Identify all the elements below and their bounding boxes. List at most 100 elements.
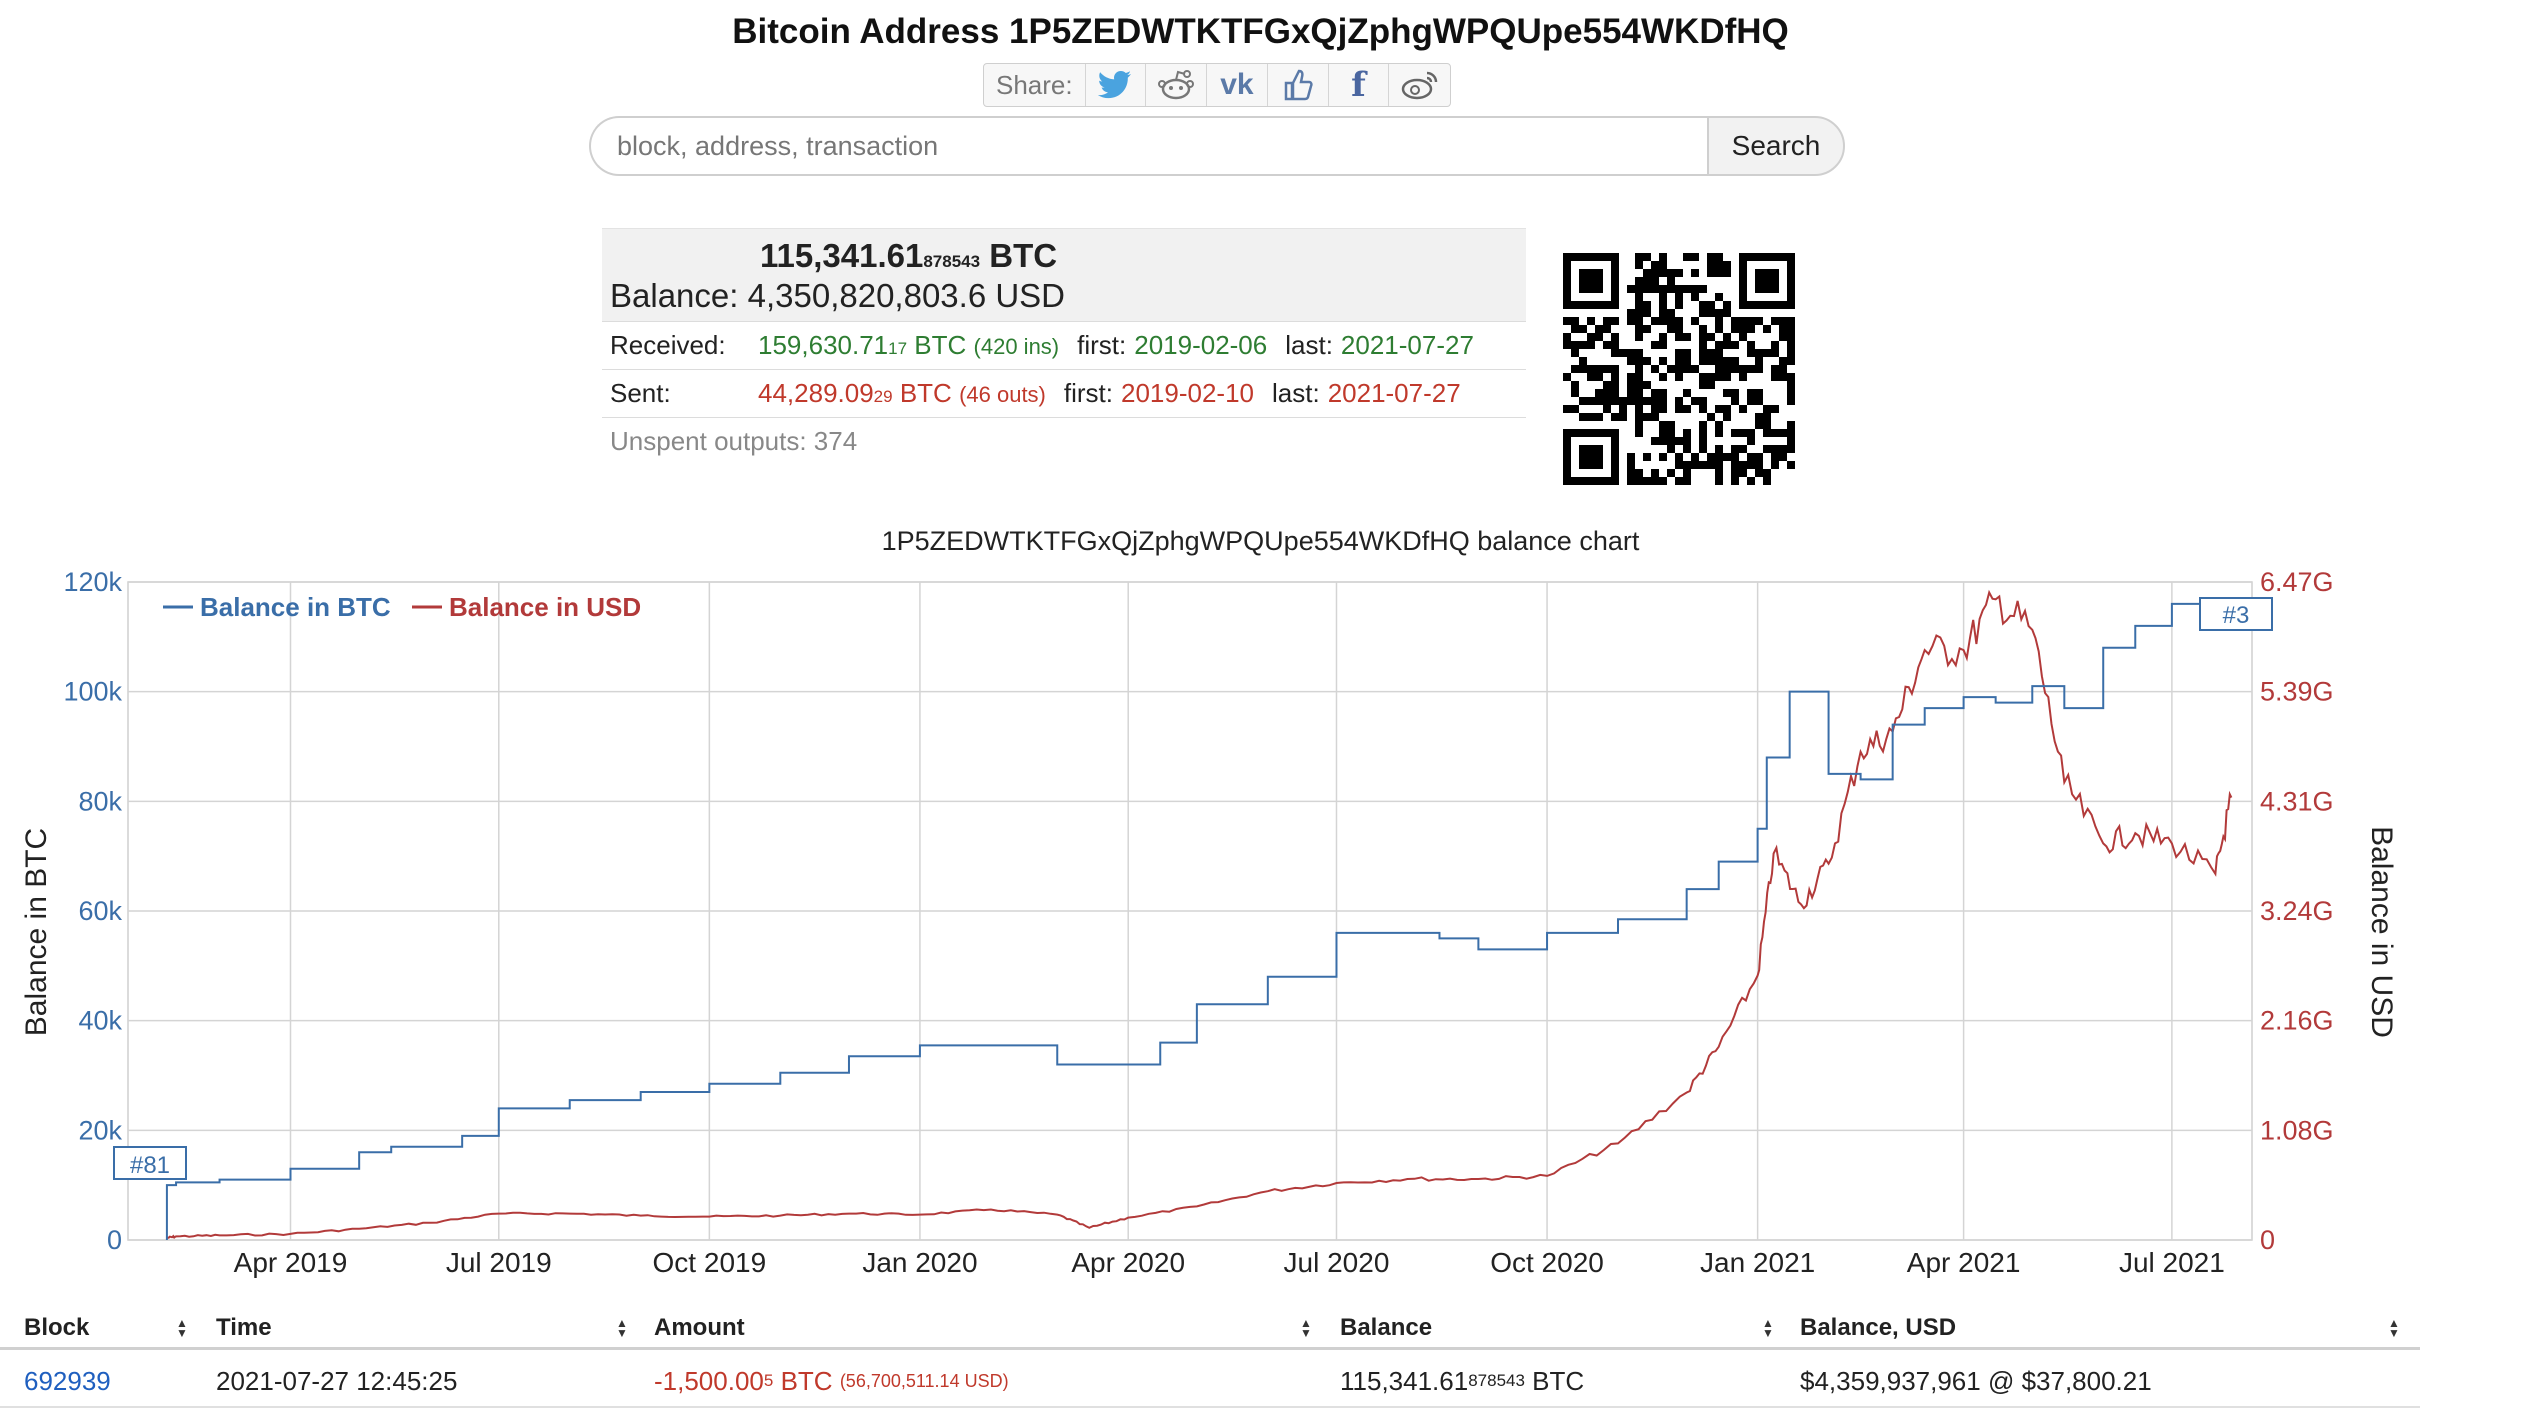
qr-module [1627, 349, 1635, 357]
search-bar: Search [589, 116, 1845, 176]
qr-module [1779, 357, 1787, 365]
legend-btc: Balance in BTC [200, 592, 391, 622]
address-summary: 115,341.61878543 BTC Balance: 4,350,820,… [602, 228, 1526, 465]
qr-module [1699, 429, 1707, 437]
row-amount-small: 5 [763, 1371, 774, 1390]
sort-icon[interactable]: ▲ ▼ [176, 1315, 188, 1340]
qr-module [1763, 477, 1771, 485]
row-balance-unit: BTC [1532, 1365, 1585, 1396]
qr-module [1747, 365, 1755, 373]
qr-module [1635, 309, 1643, 317]
qr-module [1747, 389, 1755, 397]
qr-module [1723, 453, 1731, 461]
qr-module [1659, 397, 1667, 405]
block-link[interactable]: 692939 [24, 1365, 111, 1396]
qr-module [1579, 397, 1587, 405]
qr-module [1611, 365, 1619, 373]
usd-balance-line [166, 589, 2233, 1239]
qr-module [1611, 413, 1619, 421]
search-button[interactable]: Search [1707, 116, 1845, 176]
col-time[interactable]: Time [216, 1313, 272, 1341]
qr-module [1635, 333, 1643, 341]
qr-module [1779, 429, 1787, 437]
sent-amount: 44,289.0929 BTC (46 outs) [758, 378, 1046, 409]
balance-btc-main: 115,341.61 [760, 237, 924, 274]
qr-module [1699, 325, 1707, 333]
share-bar: Share: vk f [983, 63, 1451, 107]
qr-module [1699, 405, 1707, 413]
qr-module [1635, 357, 1643, 365]
qr-module [1667, 285, 1675, 293]
qr-module [1755, 349, 1763, 357]
received-row: Received: 159,630.7117 BTC (420 ins) fir… [602, 321, 1526, 369]
qr-module [1747, 437, 1755, 445]
qr-module [1635, 421, 1643, 429]
like-icon[interactable] [1268, 64, 1329, 106]
balance-btc: 115,341.61878543 BTC [610, 237, 1526, 275]
qr-module [1739, 333, 1747, 341]
qr-module [1731, 397, 1739, 405]
qr-module [1691, 253, 1699, 261]
vk-icon[interactable]: vk [1207, 64, 1268, 106]
x-tick-label: Jan 2021 [1700, 1247, 1815, 1278]
qr-module [1675, 333, 1683, 341]
col-balance-usd[interactable]: Balance, USD [1800, 1313, 1957, 1341]
qr-module [1747, 477, 1755, 485]
sent-main: 44,289.09 [758, 378, 874, 408]
qr-module [1699, 349, 1707, 357]
qr-module [1771, 405, 1779, 413]
qr-module [1723, 261, 1731, 269]
qr-module [1699, 357, 1707, 365]
qr-module [1747, 429, 1755, 437]
qr-module [1643, 477, 1651, 485]
balance-block: 115,341.61878543 BTC Balance: 4,350,820,… [602, 228, 1526, 321]
qr-module [1723, 301, 1731, 309]
sent-first: 2019-02-10 [1121, 378, 1254, 408]
qr-module [1667, 437, 1675, 445]
qr-module [1579, 413, 1587, 421]
search-input[interactable] [589, 116, 1707, 176]
reddit-icon[interactable] [1146, 64, 1208, 106]
sort-icon[interactable]: ▲ ▼ [2388, 1315, 2400, 1340]
qr-module [1635, 253, 1643, 261]
qr-module [1739, 429, 1747, 437]
qr-module [1747, 397, 1755, 405]
qr-module [1731, 325, 1739, 333]
received-first: 2019-02-06 [1134, 330, 1268, 360]
weibo-icon[interactable] [1389, 64, 1450, 106]
col-amount[interactable]: Amount [654, 1313, 745, 1341]
y2-axis-label: Balance in USD [2365, 826, 2398, 1038]
qr-module [1579, 365, 1587, 373]
qr-module [1763, 469, 1771, 477]
sort-icon[interactable]: ▲ ▼ [1762, 1315, 1774, 1340]
qr-module [1771, 429, 1779, 437]
row-amount: -1,500.00 5 BTC (56,700,511.14 USD) [654, 1356, 1009, 1406]
col-balance[interactable]: Balance [1340, 1313, 1433, 1341]
sort-icon[interactable]: ▲ ▼ [616, 1315, 628, 1340]
qr-module [1563, 341, 1571, 349]
qr-module [1771, 445, 1779, 453]
sort-icon[interactable]: ▲ ▼ [1300, 1315, 1312, 1340]
qr-module [1779, 453, 1787, 461]
qr-module [1715, 293, 1723, 301]
qr-module [1667, 325, 1675, 333]
y2-tick-label: 4.31G [2260, 786, 2334, 816]
qr-module [1723, 309, 1731, 317]
qr-module [1731, 469, 1739, 477]
qr-module [1627, 389, 1635, 397]
qr-module [1683, 461, 1691, 469]
qr-module [1651, 277, 1659, 285]
qr-module [1731, 429, 1739, 437]
qr-module [1651, 413, 1659, 421]
qr-module [1691, 269, 1699, 277]
qr-module [1675, 453, 1683, 461]
annotation-start-label: #81 [130, 1152, 170, 1179]
qr-module [1771, 341, 1779, 349]
qr-module [1643, 301, 1651, 309]
facebook-icon[interactable]: f [1329, 64, 1390, 106]
x-tick-label: Jul 2021 [2119, 1247, 2225, 1278]
y2-tick-label: 6.47G [2260, 567, 2334, 597]
twitter-icon[interactable] [1086, 64, 1147, 106]
col-block[interactable]: Block [24, 1313, 90, 1341]
qr-module [1683, 477, 1691, 485]
